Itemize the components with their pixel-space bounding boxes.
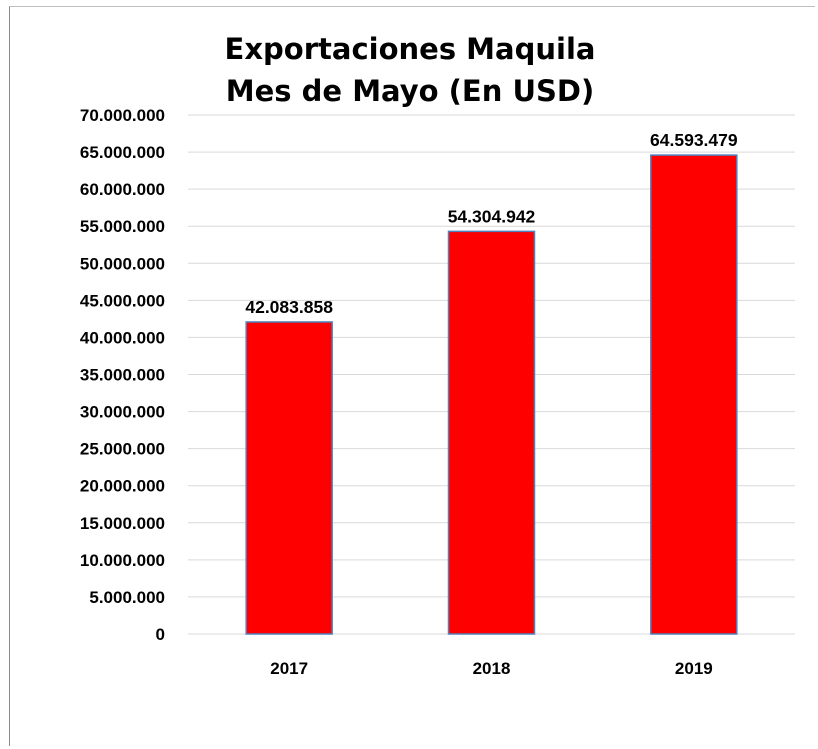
chart-title-line-2: Mes de Mayo (En USD) [225, 74, 595, 108]
y-tick-label: 40.000.000 [80, 328, 165, 347]
y-tick-label: 55.000.000 [80, 217, 165, 236]
x-tick-label: 2018 [473, 659, 511, 678]
y-tick-label: 0 [156, 625, 165, 644]
bar [245, 321, 333, 635]
y-tick-label: 35.000.000 [80, 366, 165, 385]
chart-title: Exportaciones Maquila Mes de Mayo (En US… [150, 28, 670, 112]
y-tick-label: 15.000.000 [80, 514, 165, 533]
y-tick-label: 10.000.000 [80, 551, 165, 570]
y-tick-label: 70.000.000 [80, 106, 165, 125]
data-label: 42.083.858 [245, 297, 333, 317]
y-tick-label: 50.000.000 [80, 254, 165, 273]
x-tick-label: 2019 [675, 659, 713, 678]
bar [650, 154, 738, 635]
y-tick-label: 45.000.000 [80, 291, 165, 310]
y-tick-label: 5.000.000 [89, 588, 165, 607]
y-tick-label: 20.000.000 [80, 477, 165, 496]
bar [447, 230, 536, 635]
data-label: 64.593.479 [650, 130, 738, 150]
chart-title-line-1: Exportaciones Maquila [224, 32, 596, 66]
data-label: 54.304.942 [448, 206, 536, 226]
y-tick-label: 65.000.000 [80, 143, 165, 162]
y-tick-label: 25.000.000 [80, 440, 165, 459]
x-tick-label: 2017 [270, 659, 308, 678]
y-tick-label: 60.000.000 [80, 180, 165, 199]
y-tick-label: 30.000.000 [80, 403, 165, 422]
